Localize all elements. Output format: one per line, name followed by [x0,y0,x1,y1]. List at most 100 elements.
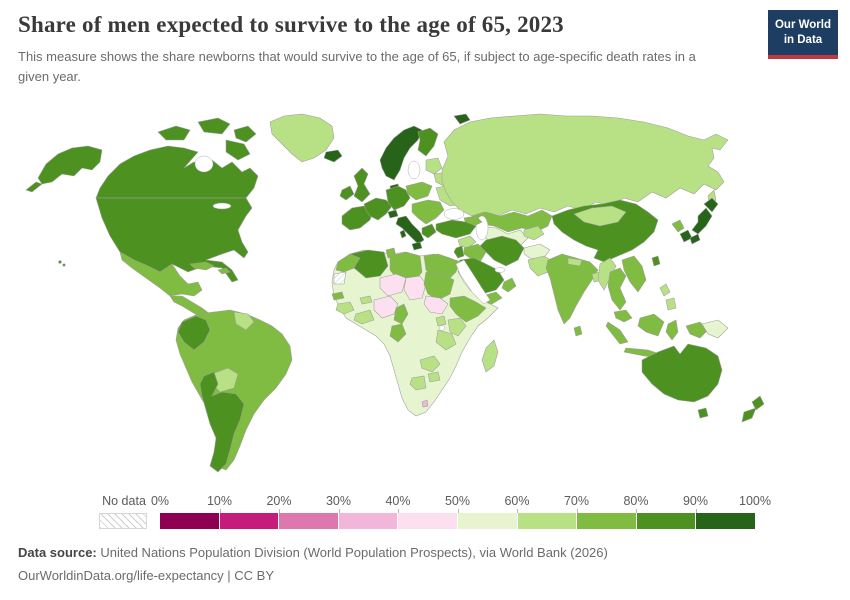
country-sudan[interactable] [423,271,455,301]
country-japan-kyushu[interactable] [689,233,701,245]
country-indonesia-sumatra[interactable] [605,321,629,345]
country-uk[interactable] [353,167,371,203]
country-oman[interactable] [501,277,517,293]
country-poland[interactable] [405,181,433,201]
country-thailand[interactable] [607,267,627,311]
country-iceland[interactable] [323,149,343,163]
country-syria[interactable] [457,235,477,249]
country-iran[interactable] [479,235,525,267]
country-kyrgyzstan[interactable] [523,225,545,241]
country-canada-island-1[interactable] [157,125,191,141]
legend-swatch-90-100[interactable] [696,513,755,529]
legend-swatch-70-80[interactable] [577,513,637,529]
country-canada-island-2[interactable] [197,117,231,135]
country-ireland[interactable] [339,185,355,201]
country-tanzania[interactable] [435,329,457,351]
owid-logo[interactable]: Our World in Data [768,10,838,59]
country-baltics[interactable] [425,157,443,175]
country-kazakhstan[interactable] [471,209,553,233]
country-philippines-mindanao[interactable] [665,297,677,311]
country-taiwan[interactable] [651,255,661,267]
country-hawaii-1[interactable] [58,260,62,264]
country-canada-island-3[interactable] [233,125,257,143]
country-madagascar[interactable] [481,339,499,373]
country-central-europe[interactable] [385,185,411,211]
country-india[interactable] [545,253,599,325]
country-new-zealand-south[interactable] [741,407,757,423]
legend-swatch-50-60[interactable] [457,513,518,529]
country-australia[interactable] [641,343,723,403]
country-italy[interactable] [395,215,425,245]
country-gabon-congo[interactable] [389,323,407,343]
legend-swatch-0-10[interactable] [160,513,220,529]
country-burkina-faso[interactable] [359,295,373,305]
country-japan-honshu[interactable] [691,207,713,235]
country-canada-baffin[interactable] [225,139,251,161]
country-levant[interactable] [453,245,465,259]
country-niger[interactable] [379,273,407,297]
country-new-zealand-north[interactable] [751,395,765,411]
country-vietnam-laos[interactable] [621,255,647,293]
owid-link-line[interactable]: OurWorldinData.org/life-expectancy | CC … [18,567,275,583]
country-zimbabwe[interactable] [427,371,441,383]
country-cuba[interactable] [189,261,215,271]
country-turkey[interactable] [435,219,477,239]
country-philippines-luzon[interactable] [659,283,671,297]
country-south-sudan[interactable] [423,295,449,315]
country-sicily[interactable] [411,241,423,251]
country-france[interactable] [363,197,393,221]
region-south-america-base[interactable] [175,309,293,471]
country-north-korea[interactable] [671,219,685,233]
country-hawaii-2[interactable] [62,263,66,267]
country-indonesia-sulawesi[interactable] [665,319,679,341]
country-south-korea[interactable] [679,229,693,243]
country-nigeria[interactable] [373,295,399,319]
country-finland[interactable] [417,127,439,157]
legend-swatch-40-50[interactable] [398,513,458,529]
legend-swatch-30-40[interactable] [338,513,399,529]
country-greece[interactable] [421,223,437,239]
country-algeria[interactable] [349,249,389,279]
country-lesotho[interactable] [421,399,429,408]
country-uganda[interactable] [435,315,447,327]
country-malaysia[interactable] [613,309,633,323]
country-nepal[interactable] [567,257,583,267]
country-colombia[interactable] [177,315,211,351]
country-indonesia-borneo[interactable] [637,313,665,337]
country-guinea[interactable] [335,301,355,315]
country-papua-new-guinea[interactable] [701,319,729,339]
country-norway-sweden[interactable] [379,125,423,181]
country-cameroon[interactable] [393,303,409,325]
country-alaska-tail[interactable] [25,181,43,193]
country-svalbard[interactable] [453,113,471,125]
country-ghana-cote-divoire[interactable] [353,309,375,325]
country-japan-hokkaido[interactable] [703,197,719,213]
legend-swatch-60-70[interactable] [517,513,578,529]
country-iberia[interactable] [341,205,375,231]
country-canada[interactable] [95,145,259,199]
country-botswana[interactable] [409,375,427,391]
country-ethiopia[interactable] [449,295,487,323]
country-indonesia-west-papua[interactable] [685,321,709,339]
country-sardinia[interactable] [399,229,407,239]
country-western-sahara[interactable] [333,271,347,285]
country-guyana[interactable] [233,311,255,331]
region-africa-base[interactable] [331,249,499,417]
country-mongolia[interactable] [573,205,627,227]
country-mexico[interactable] [119,251,203,297]
country-chad[interactable] [403,275,427,301]
country-senegal[interactable] [331,291,345,301]
country-sri-lanka[interactable] [573,325,583,337]
country-argentina-chile[interactable] [199,371,245,473]
country-tasmania[interactable] [697,407,709,419]
country-balkans[interactable] [411,199,445,225]
country-hispaniola[interactable] [217,267,231,275]
legend-swatch-20-30[interactable] [279,513,339,529]
legend-swatch-80-90[interactable] [636,513,697,529]
country-greenland[interactable] [269,113,335,163]
country-zambia[interactable] [419,355,441,373]
country-switzerland[interactable] [387,209,399,219]
country-alaska-usa[interactable] [37,145,103,185]
country-russia[interactable] [441,113,729,217]
no-data-swatch[interactable] [99,513,147,529]
